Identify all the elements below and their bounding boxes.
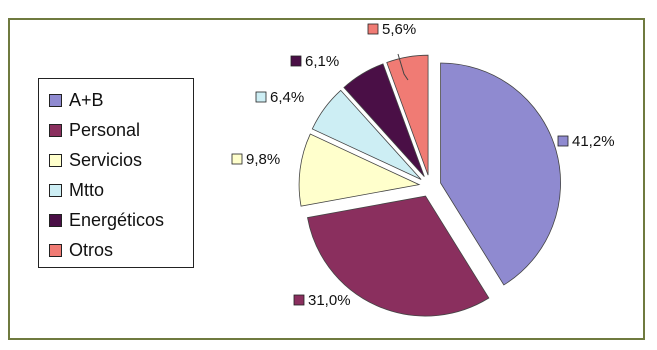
data-label-mtto: 6,4% [270, 89, 304, 106]
data-label-swatch-servicios [231, 153, 243, 165]
legend-label: A+B [69, 89, 104, 110]
data-label-swatch-otros [367, 23, 379, 35]
leader-line-otros [397, 53, 409, 81]
legend-item-servicios: Servicios [49, 147, 142, 173]
data-label-otros: 5,6% [382, 21, 416, 38]
pie-slice-a-b [440, 62, 561, 286]
legend-item-mtto: Mtto [49, 177, 104, 203]
legend-swatch [49, 93, 62, 107]
legend-label: Servicios [69, 149, 143, 170]
legend-label: Otros [69, 239, 114, 260]
pie-slice-personal [307, 195, 490, 317]
legend-item-energeticos: Energéticos [49, 207, 164, 233]
data-label-servicios: 9,8% [246, 151, 280, 168]
pie-slice-otros [386, 54, 429, 176]
data-label-personal: 31,0% [308, 292, 351, 309]
legend-item-personal: Personal [49, 117, 140, 143]
data-label-swatch-mtto [255, 91, 267, 103]
chart-legend: A+B Personal Servicios Mtto Energéticos … [38, 78, 194, 268]
data-label-a-b: 41,2% [572, 133, 615, 150]
legend-swatch [49, 123, 62, 137]
pie-slice-mtto [311, 89, 422, 180]
legend-item-otros: Otros [49, 237, 113, 263]
data-label-swatch-energeticos [290, 55, 302, 67]
pie-slice-energeticos [343, 63, 425, 177]
legend-label: Personal [69, 119, 141, 140]
legend-swatch [49, 213, 62, 227]
legend-label: Energéticos [69, 209, 165, 230]
legend-swatch [49, 183, 62, 197]
legend-label: Mtto [69, 179, 105, 200]
pie-slice-servicios [298, 133, 421, 207]
legend-swatch [49, 243, 62, 257]
data-label-energeticos: 6,1% [305, 53, 339, 70]
legend-swatch [49, 153, 62, 167]
data-label-swatch-a-b [557, 135, 569, 147]
data-label-swatch-personal [293, 294, 305, 306]
legend-item-a-b: A+B [49, 87, 104, 113]
